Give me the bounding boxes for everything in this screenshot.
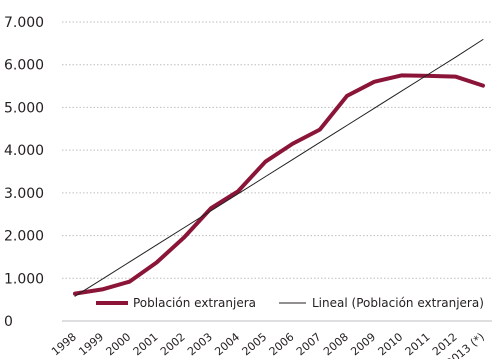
- legend: Población extranjera Lineal (Población e…: [96, 296, 484, 310]
- series-lines: [73, 39, 485, 297]
- x-tick-label: 2003: [185, 330, 215, 358]
- y-tick-label: 5.000: [4, 100, 44, 116]
- x-tick-label: 2009: [348, 330, 378, 358]
- x-tick-label: 1999: [76, 330, 106, 358]
- trendline-series: [74, 39, 484, 297]
- y-tick-label: 6.000: [4, 58, 44, 74]
- legend-label-lineal: Lineal (Población extranjera): [312, 296, 484, 310]
- x-tick-label: 2001: [131, 330, 161, 358]
- y-tick-label: 1.000: [4, 271, 44, 287]
- y-tick-label: 0: [4, 314, 13, 330]
- legend-label-poblacion: Población extranjera: [133, 296, 256, 310]
- y-axis-ticks: 0 1.000 2.000 3.000 4.000 5.000 6.000 7.000: [4, 15, 44, 330]
- x-tick-label: 2000: [104, 330, 134, 358]
- y-tick-label: 7.000: [4, 15, 44, 31]
- x-tick-label: 2007: [294, 330, 324, 358]
- y-tick-label: 2.000: [4, 229, 44, 245]
- y-tick-label: 3.000: [4, 186, 44, 202]
- y-tick-label: 4.000: [4, 143, 44, 159]
- x-tick-label: 2010: [376, 330, 406, 358]
- poblacion-series-line: [73, 73, 485, 296]
- x-tick-label: 2011: [403, 330, 433, 358]
- x-tick-label: 2002: [158, 330, 188, 358]
- x-axis-ticks: 1998199920002001200220032004200520062007…: [49, 330, 487, 359]
- x-tick-label: 2008: [321, 330, 351, 358]
- x-tick-label: 2006: [267, 330, 297, 358]
- x-tick-label: 2004: [212, 330, 242, 358]
- gridlines: [62, 21, 492, 322]
- x-tick-label: 1998: [49, 330, 79, 358]
- x-tick-label: 2005: [240, 330, 270, 358]
